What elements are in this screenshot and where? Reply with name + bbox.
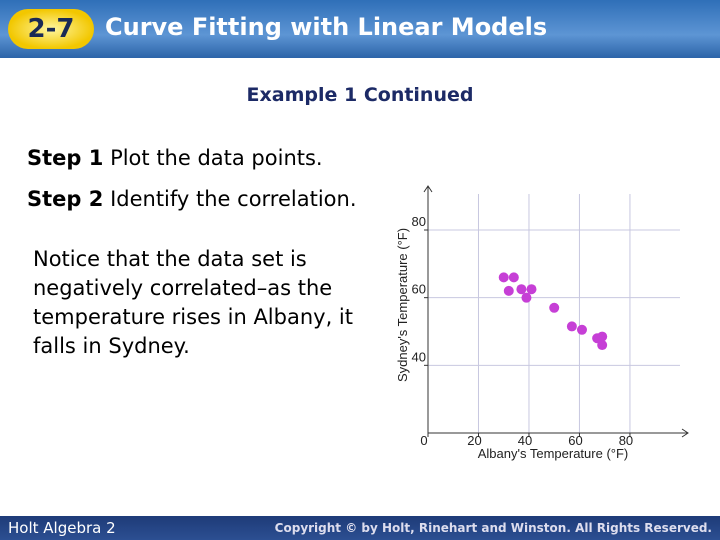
data-point [516,284,527,295]
data-point [597,340,608,351]
x-tick-label: 20 [467,433,481,448]
data-point [597,331,608,342]
chart-panel [386,182,696,462]
data-point [503,285,514,296]
notice-line: negatively correlated–as the [33,276,333,300]
x-tick-label: 80 [619,433,633,448]
step-label: Step 2 [27,187,104,211]
step-text: Plot the data points. [110,146,323,170]
data-point [521,292,532,303]
step: Step 2 Identify the correlation. [27,187,357,211]
copyright: Copyright © by Holt, Rinehart and Winsto… [274,521,712,535]
axis-arrow [423,185,433,193]
data-point [508,272,519,283]
step-text: Identify the correlation. [110,187,357,211]
step: Step 1 Plot the data points. [27,146,323,170]
x-tick-label: 40 [518,433,532,448]
notice-line: Notice that the data set is [33,247,307,271]
footer-book: Holt Algebra 2 [8,519,116,537]
header-bar: 2-7 Curve Fitting with Linear Models [0,0,720,58]
notice-line: falls in Sydney. [33,334,190,358]
x-axis-label: Albany's Temperature (°F) [478,446,629,461]
axis-arrow [681,428,689,438]
data-point [498,272,509,283]
lesson-badge: 2-7 [8,9,94,49]
notice-line: temperature rises in Albany, it [33,305,353,329]
slide-title: Curve Fitting with Linear Models [105,13,548,41]
example-heading: Example 1 Continued [246,84,474,106]
y-tick-label: 40 [412,349,426,364]
x-tick-label: 0 [420,433,427,448]
data-point [576,324,587,335]
y-axis-label: Sydney's Temperature (°F) [395,228,410,382]
y-tick-label: 60 [412,282,426,297]
step-label: Step 1 [27,146,104,170]
footer-bar: Holt Algebra 2 Copyright © by Holt, Rine… [0,516,720,540]
x-tick-label: 60 [568,433,582,448]
data-point [526,284,537,295]
y-tick-label: 80 [412,214,426,229]
data-point [549,302,560,313]
data-point [566,321,577,332]
